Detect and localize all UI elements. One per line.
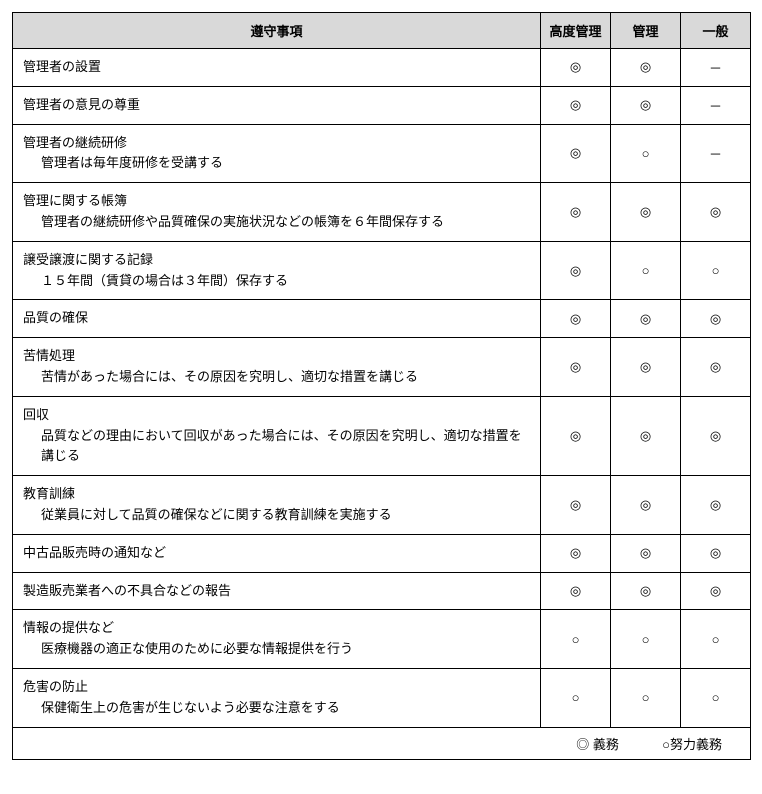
item-subtitle: 管理者は毎年度研修を受講する [23, 153, 532, 174]
item-subtitle: 苦情があった場合には、その原因を究明し、適切な措置を講じる [23, 367, 532, 388]
mark-cell-col3: ○ [681, 668, 751, 727]
table-row: 危害の防止保健衛生上の危害が生じないよう必要な注意をする○○○ [13, 668, 751, 727]
item-subtitle: １５年間（賃貸の場合は３年間）保存する [23, 271, 532, 292]
table-row: 情報の提供など医療機器の適正な使用のために必要な情報提供を行う○○○ [13, 610, 751, 669]
mark-cell-col3: － [681, 86, 751, 124]
table-row: 管理者の設置◎◎－ [13, 49, 751, 87]
mark-cell-col3: ○ [681, 241, 751, 300]
item-title: 苦情処理 [23, 348, 75, 363]
item-title: 管理者の意見の尊重 [23, 97, 140, 112]
mark-cell-col3: ◎ [681, 476, 751, 535]
compliance-table: 遵守事項 高度管理 管理 一般 管理者の設置◎◎－管理者の意見の尊重◎◎－管理者… [12, 12, 751, 760]
table-row: 苦情処理苦情があった場合には、その原因を究明し、適切な措置を講じる◎◎◎ [13, 338, 751, 397]
table-body: 管理者の設置◎◎－管理者の意見の尊重◎◎－管理者の継続研修管理者は毎年度研修を受… [13, 49, 751, 728]
item-title: 情報の提供など [23, 620, 114, 635]
mark-cell-col2: ◎ [611, 476, 681, 535]
mark-cell-col3: － [681, 49, 751, 87]
item-cell: 情報の提供など医療機器の適正な使用のために必要な情報提供を行う [13, 610, 541, 669]
item-cell: 教育訓練従業員に対して品質の確保などに関する教育訓練を実施する [13, 476, 541, 535]
mark-cell-col3: ○ [681, 610, 751, 669]
item-title: 品質の確保 [23, 310, 88, 325]
mark-cell-col2: ◎ [611, 86, 681, 124]
mark-cell-col3: ◎ [681, 338, 751, 397]
mark-cell-col2: ◎ [611, 396, 681, 475]
item-subtitle: 医療機器の適正な使用のために必要な情報提供を行う [23, 639, 532, 660]
mark-cell-col1: ◎ [541, 183, 611, 242]
table-row: 回収品質などの理由において回収があった場合には、その原因を究明し、適切な措置を講… [13, 396, 751, 475]
item-title: 管理者の設置 [23, 59, 101, 74]
item-subtitle: 品質などの理由において回収があった場合には、その原因を究明し、適切な措置を講じる [23, 426, 532, 468]
item-title: 管理に関する帳簿 [23, 193, 127, 208]
item-cell: 危害の防止保健衛生上の危害が生じないよう必要な注意をする [13, 668, 541, 727]
table-row: 管理者の継続研修管理者は毎年度研修を受講する◎○－ [13, 124, 751, 183]
mark-cell-col3: ◎ [681, 572, 751, 610]
table-row: 管理者の意見の尊重◎◎－ [13, 86, 751, 124]
table-row: 中古品販売時の通知など◎◎◎ [13, 534, 751, 572]
legend-duty: ◎ 義務 [576, 737, 619, 752]
item-cell: 回収品質などの理由において回収があった場合には、その原因を究明し、適切な措置を講… [13, 396, 541, 475]
item-subtitle: 保健衛生上の危害が生じないよう必要な注意をする [23, 698, 532, 719]
mark-cell-col2: ◎ [611, 300, 681, 338]
item-title: 譲受譲渡に関する記録 [23, 252, 153, 267]
item-cell: 管理に関する帳簿管理者の継続研修や品質確保の実施状況などの帳簿を６年間保存する [13, 183, 541, 242]
mark-cell-col1: ◎ [541, 49, 611, 87]
mark-cell-col2: ○ [611, 610, 681, 669]
item-title: 危害の防止 [23, 679, 88, 694]
mark-cell-col3: － [681, 124, 751, 183]
item-title: 製造販売業者への不具合などの報告 [23, 583, 231, 598]
mark-cell-col3: ◎ [681, 183, 751, 242]
item-cell: 中古品販売時の通知など [13, 534, 541, 572]
table-row: 製造販売業者への不具合などの報告◎◎◎ [13, 572, 751, 610]
item-title: 教育訓練 [23, 486, 75, 501]
header-col3: 一般 [681, 13, 751, 49]
table-row: 教育訓練従業員に対して品質の確保などに関する教育訓練を実施する◎◎◎ [13, 476, 751, 535]
item-cell: 品質の確保 [13, 300, 541, 338]
item-title: 回収 [23, 407, 49, 422]
mark-cell-col2: ◎ [611, 572, 681, 610]
mark-cell-col1: ◎ [541, 300, 611, 338]
mark-cell-col3: ◎ [681, 396, 751, 475]
legend-row: ◎ 義務 ○努力義務 [13, 727, 751, 759]
mark-cell-col1: ◎ [541, 124, 611, 183]
header-item: 遵守事項 [13, 13, 541, 49]
mark-cell-col2: ◎ [611, 49, 681, 87]
mark-cell-col2: ◎ [611, 183, 681, 242]
mark-cell-col2: ○ [611, 668, 681, 727]
legend-effort: ○努力義務 [662, 737, 722, 752]
header-col1: 高度管理 [541, 13, 611, 49]
mark-cell-col1: ○ [541, 668, 611, 727]
mark-cell-col1: ◎ [541, 396, 611, 475]
mark-cell-col1: ◎ [541, 241, 611, 300]
item-cell: 管理者の意見の尊重 [13, 86, 541, 124]
mark-cell-col2: ○ [611, 124, 681, 183]
item-subtitle: 従業員に対して品質の確保などに関する教育訓練を実施する [23, 505, 532, 526]
mark-cell-col1: ◎ [541, 572, 611, 610]
table-header: 遵守事項 高度管理 管理 一般 [13, 13, 751, 49]
item-cell: 製造販売業者への不具合などの報告 [13, 572, 541, 610]
mark-cell-col3: ◎ [681, 300, 751, 338]
item-cell: 譲受譲渡に関する記録 １５年間（賃貸の場合は３年間）保存する [13, 241, 541, 300]
mark-cell-col1: ◎ [541, 476, 611, 535]
mark-cell-col1: ◎ [541, 86, 611, 124]
table-row: 管理に関する帳簿管理者の継続研修や品質確保の実施状況などの帳簿を６年間保存する◎… [13, 183, 751, 242]
mark-cell-col2: ◎ [611, 534, 681, 572]
mark-cell-col3: ◎ [681, 534, 751, 572]
mark-cell-col2: ○ [611, 241, 681, 300]
item-cell: 管理者の設置 [13, 49, 541, 87]
mark-cell-col1: ○ [541, 610, 611, 669]
mark-cell-col1: ◎ [541, 534, 611, 572]
item-title: 中古品販売時の通知など [23, 545, 166, 560]
mark-cell-col2: ◎ [611, 338, 681, 397]
mark-cell-col1: ◎ [541, 338, 611, 397]
item-cell: 管理者の継続研修管理者は毎年度研修を受講する [13, 124, 541, 183]
table-row: 品質の確保◎◎◎ [13, 300, 751, 338]
table-row: 譲受譲渡に関する記録１５年間（賃貸の場合は３年間）保存する◎○○ [13, 241, 751, 300]
item-cell: 苦情処理苦情があった場合には、その原因を究明し、適切な措置を講じる [13, 338, 541, 397]
item-title: 管理者の継続研修 [23, 135, 127, 150]
item-subtitle: 管理者の継続研修や品質確保の実施状況などの帳簿を６年間保存する [23, 212, 532, 233]
header-col2: 管理 [611, 13, 681, 49]
